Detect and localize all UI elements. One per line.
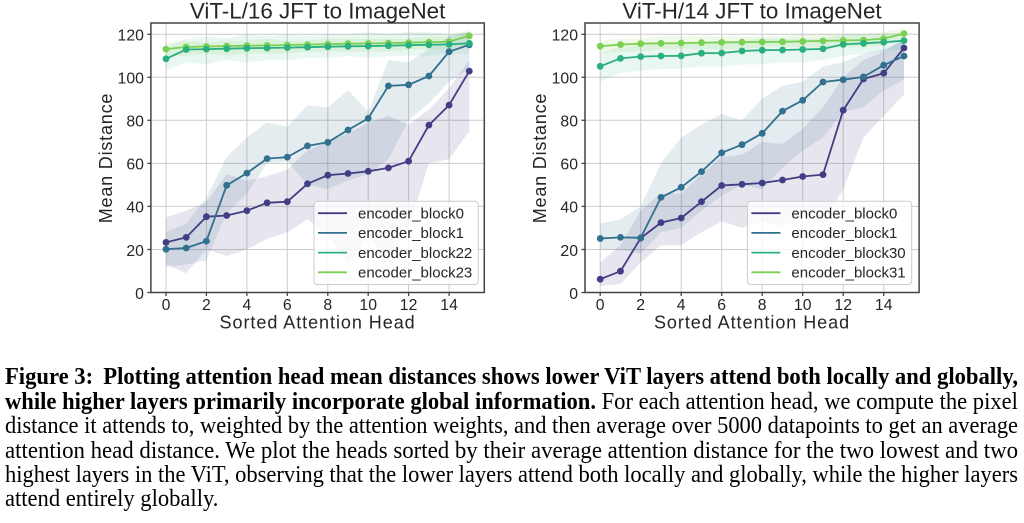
svg-text:20: 20: [560, 243, 578, 260]
svg-text:0: 0: [162, 297, 171, 314]
svg-text:encoder_block1: encoder_block1: [791, 225, 897, 242]
svg-text:10: 10: [359, 297, 377, 314]
svg-text:10: 10: [794, 297, 812, 314]
svg-text:20: 20: [126, 243, 144, 260]
svg-text:14: 14: [440, 297, 458, 314]
svg-text:Sorted Attention Head: Sorted Attention Head: [654, 312, 850, 332]
svg-text:120: 120: [552, 28, 579, 45]
svg-text:14: 14: [875, 297, 893, 314]
svg-text:8: 8: [758, 297, 767, 314]
svg-text:2: 2: [202, 297, 211, 314]
svg-text:120: 120: [118, 28, 145, 45]
svg-text:encoder_block0: encoder_block0: [358, 205, 464, 222]
svg-text:60: 60: [560, 157, 578, 174]
svg-text:encoder_block22: encoder_block22: [358, 245, 472, 262]
svg-text:4: 4: [677, 297, 686, 314]
svg-text:2: 2: [636, 297, 645, 314]
svg-text:ViT-L/16 JFT to ImageNet: ViT-L/16 JFT to ImageNet: [190, 0, 446, 23]
svg-text:0: 0: [569, 286, 578, 303]
svg-text:4: 4: [243, 297, 252, 314]
svg-text:ViT-H/14 JFT to ImageNet: ViT-H/14 JFT to ImageNet: [622, 0, 882, 23]
svg-text:0: 0: [135, 286, 144, 303]
svg-text:Sorted Attention Head: Sorted Attention Head: [220, 312, 416, 332]
svg-text:100: 100: [552, 71, 579, 88]
svg-text:12: 12: [834, 297, 852, 314]
svg-text:100: 100: [118, 71, 145, 88]
svg-text:encoder_block0: encoder_block0: [791, 205, 897, 222]
svg-text:80: 80: [126, 114, 144, 131]
svg-text:40: 40: [126, 200, 144, 217]
svg-text:encoder_block1: encoder_block1: [358, 225, 464, 242]
svg-text:12: 12: [400, 297, 418, 314]
svg-text:80: 80: [560, 114, 578, 131]
svg-text:0: 0: [596, 297, 605, 314]
svg-text:8: 8: [323, 297, 332, 314]
svg-text:6: 6: [283, 297, 292, 314]
svg-text:encoder_block30: encoder_block30: [791, 245, 905, 262]
svg-text:encoder_block23: encoder_block23: [358, 265, 472, 282]
svg-text:encoder_block31: encoder_block31: [791, 265, 905, 282]
svg-text:60: 60: [126, 157, 144, 174]
svg-text:6: 6: [717, 297, 726, 314]
svg-text:40: 40: [560, 200, 578, 217]
svg-text:Mean Distance: Mean Distance: [96, 93, 116, 223]
svg-text:Mean Distance: Mean Distance: [530, 93, 550, 223]
